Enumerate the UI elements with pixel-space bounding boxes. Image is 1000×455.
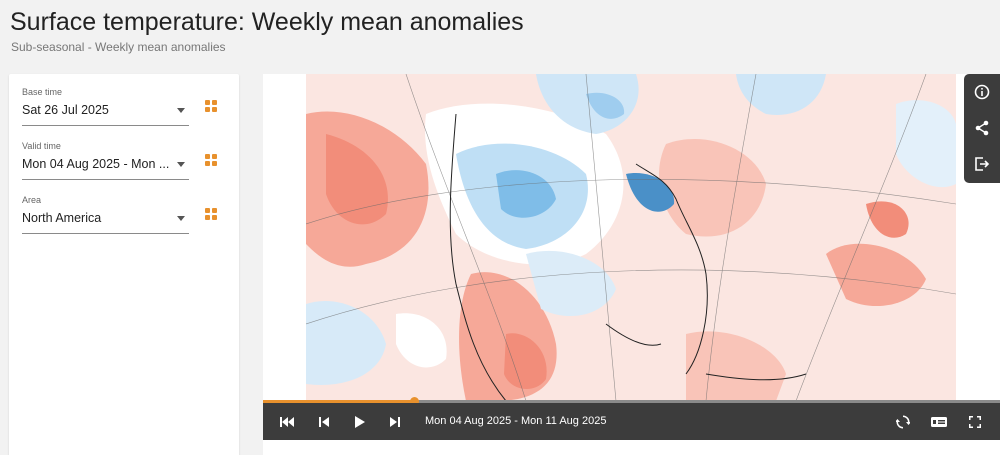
base-time-grid-icon[interactable] [205,100,217,112]
skip-first-icon[interactable] [277,412,297,432]
chevron-down-icon [177,162,185,167]
date-range-label: Mon 04 Aug 2025 - Mon 11 Aug 2025 [425,415,607,427]
anomaly-map[interactable] [306,74,956,401]
timeline-progress[interactable] [263,397,1000,406]
valid-time-field: Valid time Mon 04 Aug 2025 - Mon ... [22,141,189,180]
timeline-thumb[interactable] [410,397,420,406]
base-time-value: Sat 26 Jul 2025 [22,103,109,117]
area-label: Area [22,195,42,205]
map-panel: Mon 04 Aug 2025 - Mon 11 Aug 2025 [263,74,1000,455]
chevron-down-icon [177,108,185,113]
valid-time-grid-icon[interactable] [205,154,217,166]
chevron-down-icon [177,216,185,221]
legend-toggle-icon[interactable] [929,412,949,432]
base-time-label: Base time [22,87,63,97]
valid-time-label: Valid time [22,141,61,151]
page-subtitle: Sub-seasonal - Weekly mean anomalies [11,40,226,54]
skip-next-icon[interactable] [385,412,405,432]
side-toolbar [964,74,1000,183]
filter-panel: Base time Sat 26 Jul 2025 Valid time Mon… [9,74,239,455]
base-time-select[interactable]: Sat 26 Jul 2025 [22,103,189,126]
player-controls: Mon 04 Aug 2025 - Mon 11 Aug 2025 [263,403,1000,440]
timeline-progress-fill [263,400,415,403]
loop-icon[interactable] [893,412,913,432]
area-grid-icon[interactable] [205,208,217,220]
info-icon[interactable] [972,82,992,102]
page-title: Surface temperature: Weekly mean anomali… [10,8,524,36]
skip-previous-icon[interactable] [314,412,334,432]
play-icon[interactable] [350,412,370,432]
area-value: North America [22,211,102,225]
fullscreen-icon[interactable] [965,412,985,432]
area-field: Area North America [22,195,189,234]
valid-time-value: Mon 04 Aug 2025 - Mon ... [22,157,170,171]
share-icon[interactable] [972,118,992,138]
area-select[interactable]: North America [22,211,189,234]
export-icon[interactable] [972,154,992,174]
valid-time-select[interactable]: Mon 04 Aug 2025 - Mon ... [22,157,189,180]
base-time-field: Base time Sat 26 Jul 2025 [22,87,189,126]
